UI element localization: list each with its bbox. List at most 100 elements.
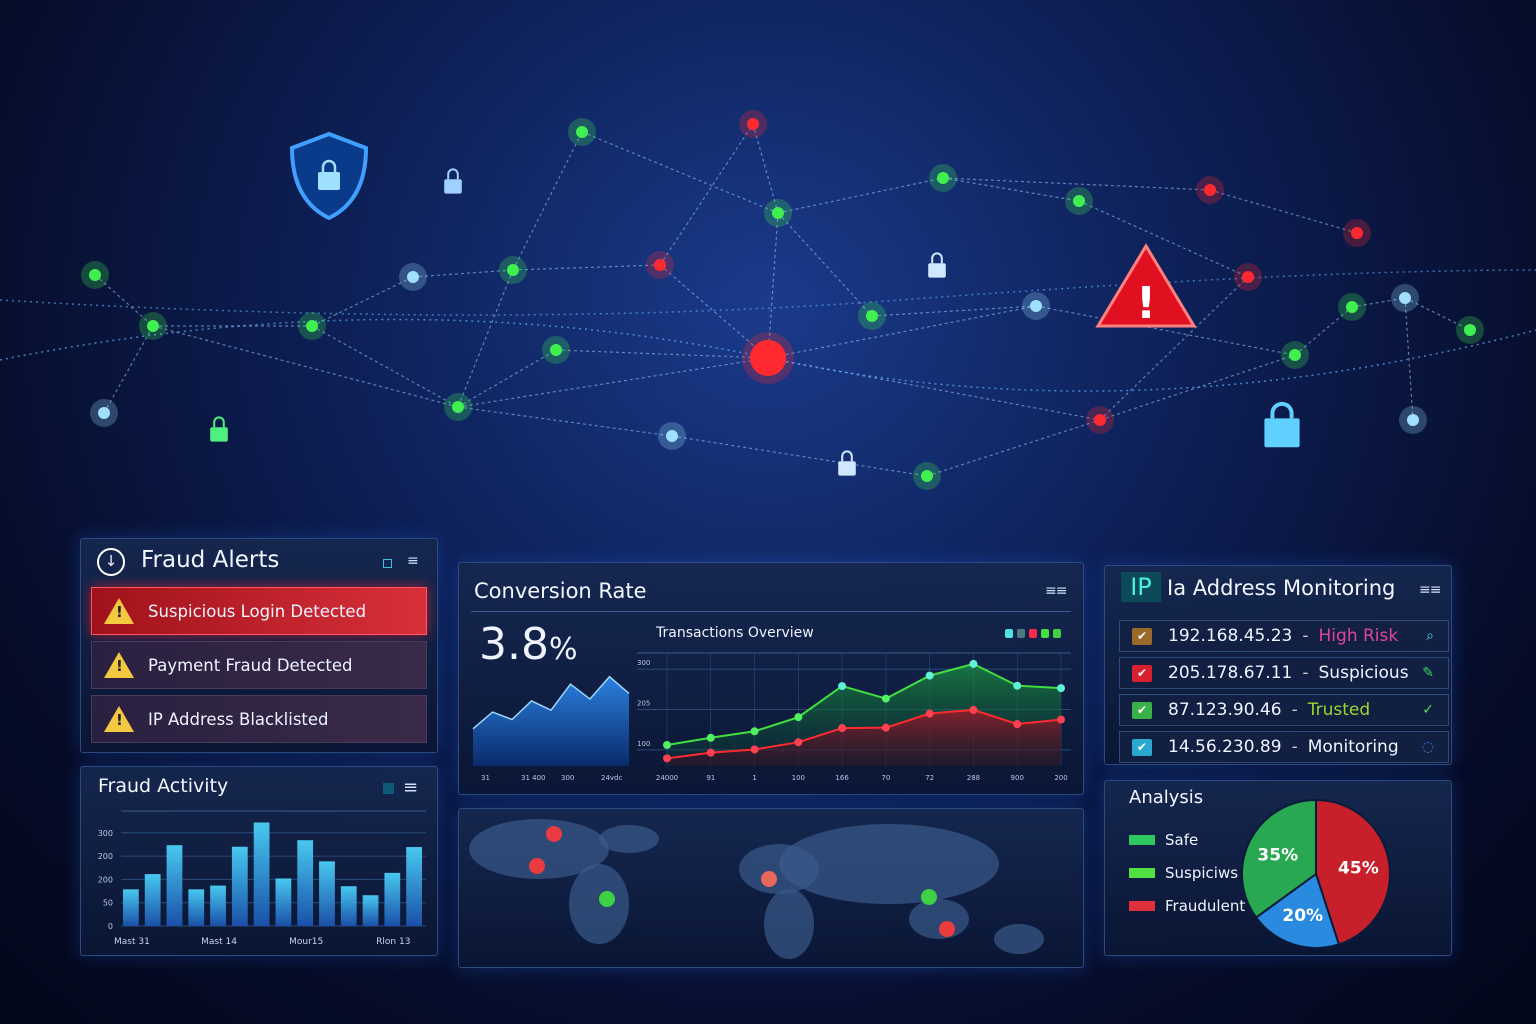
- pie-label: 45%: [1338, 858, 1379, 878]
- network-node: [306, 320, 318, 332]
- bar: [340, 886, 357, 926]
- world-map-panel: [458, 808, 1084, 968]
- network-node: [89, 269, 101, 281]
- network-node: [1351, 227, 1363, 239]
- lock-shackle: [841, 450, 853, 462]
- warning-icon: !: [104, 652, 134, 678]
- data-point: [663, 741, 671, 750]
- fraud-alerts-title: Fraud Alerts: [141, 547, 280, 573]
- ip-row[interactable]: ✔ 205.178.67.11- Suspicious ✎: [1119, 657, 1449, 689]
- x-tick-label: Mast 14: [201, 937, 237, 947]
- analysis-title: Analysis: [1129, 787, 1204, 808]
- bar: [123, 889, 139, 926]
- pencil-icon[interactable]: ✎: [1422, 665, 1434, 681]
- area-line: [472, 675, 630, 730]
- pie-slice: [1254, 872, 1341, 949]
- bar: [297, 840, 314, 926]
- analysis-pie-chart: 45% 20% 35%: [1241, 798, 1391, 949]
- data-point: [663, 754, 671, 763]
- pie-slice: [1241, 798, 1317, 919]
- network-node: [1073, 195, 1085, 207]
- fraud-activity-panel: Fraud Activity ≡ 0 50 200 200 300 Mast 31 Mast…: [80, 766, 438, 956]
- legend-item: Safe: [1129, 831, 1198, 849]
- ip-status: Trusted: [1307, 700, 1371, 720]
- chat-icon[interactable]: ◌: [1421, 739, 1434, 755]
- alert-circle-icon: ↓: [97, 548, 125, 576]
- lock-shackle: [321, 159, 337, 172]
- check-icon[interactable]: ✓: [1422, 702, 1434, 718]
- network-node: [550, 344, 562, 356]
- series-line: [666, 662, 1062, 747]
- menu-icon[interactable]: ≡≡: [1419, 582, 1441, 598]
- alert-item[interactable]: ! IP Address Blacklisted: [91, 695, 427, 743]
- legend-label: Fraudulent: [1165, 897, 1246, 915]
- area-fill: [473, 676, 629, 766]
- ip-status: High Risk: [1318, 626, 1399, 646]
- network-link: [457, 349, 557, 408]
- network-illustration: !: [0, 110, 1536, 490]
- expand-icon[interactable]: [383, 559, 392, 568]
- ip-monitoring-title: Ia Address Monitoring: [1167, 576, 1396, 600]
- transactions-overview-title: Transactions Overview: [656, 625, 814, 641]
- x-tick-label: 200: [1054, 774, 1067, 782]
- legend-swatch: [1041, 629, 1049, 638]
- x-tick-label: 166: [835, 774, 849, 782]
- network-link: [412, 269, 514, 278]
- bar: [384, 872, 401, 926]
- network-link: [103, 325, 154, 414]
- bar: [166, 845, 183, 926]
- network-node: [1242, 271, 1254, 283]
- alert-label: IP Address Blacklisted: [148, 709, 329, 729]
- network-link: [1294, 306, 1353, 356]
- continent: [469, 819, 609, 879]
- status-check-icon: ✔: [1132, 627, 1152, 645]
- bar: [362, 895, 379, 926]
- data-point: [794, 713, 803, 722]
- network-node: [1030, 300, 1042, 312]
- alert-item[interactable]: ! Suspicious Login Detected: [91, 587, 427, 635]
- warning-exclamation: !: [1136, 278, 1156, 329]
- continent: [569, 864, 629, 944]
- menu-icon[interactable]: ≡: [403, 777, 418, 798]
- network-link: [1078, 200, 1249, 278]
- conversion-charts: 31 31 400 300 24vdc 100 205 300 24000 91 1 100 166 7…: [472, 629, 1071, 782]
- ip-row[interactable]: ✔ 192.168.45.23- High Risk ⌕: [1119, 620, 1449, 652]
- x-tick-label: 91: [706, 774, 715, 782]
- menu-icon[interactable]: ≡≡: [1045, 583, 1067, 599]
- series-area: [667, 709, 1061, 766]
- alert-label: Suspicious Login Detected: [148, 601, 367, 621]
- ip-address: 192.168.45.23: [1168, 626, 1293, 646]
- lock-icon: [1264, 418, 1300, 448]
- rate-number: 3.8: [479, 619, 549, 670]
- separator: -: [1302, 663, 1309, 683]
- location-marker: [761, 871, 777, 887]
- ip-row[interactable]: ✔ 14.56.230.89- Monitoring ◌: [1119, 731, 1449, 763]
- alert-item[interactable]: ! Payment Fraud Detected: [91, 641, 427, 689]
- ip-address: 14.56.230.89: [1168, 737, 1282, 757]
- warning-icon: !: [104, 598, 134, 624]
- network-link: [767, 357, 1101, 421]
- network-node: [1464, 324, 1476, 336]
- ip-address: 87.123.90.46: [1168, 700, 1282, 720]
- location-marker: [529, 858, 545, 874]
- ip-monitoring-panel: IP Ia Address Monitoring ≡≡ ✔ 192.168.45.…: [1104, 565, 1452, 765]
- network-node: [1407, 414, 1419, 426]
- network-link: [1099, 276, 1249, 421]
- bar: [406, 847, 422, 926]
- location-marker: [939, 921, 955, 937]
- x-tick-label: 900: [1011, 774, 1024, 782]
- status-check-icon: ✔: [1132, 701, 1152, 719]
- ip-row[interactable]: ✔ 87.123.90.46- Trusted ✓: [1119, 694, 1449, 726]
- lock-icon: [928, 263, 946, 278]
- legend-swatch: [1129, 835, 1155, 845]
- search-icon[interactable]: ⌕: [1426, 628, 1434, 644]
- x-tick-label: 1: [752, 774, 756, 782]
- fraud-alerts-panel: ↓ Fraud Alerts ≡ ! Suspicious Login Detec…: [80, 538, 438, 753]
- network-link: [1404, 297, 1414, 421]
- lock-shackle: [447, 168, 459, 180]
- menu-icon[interactable]: ≡: [407, 553, 419, 569]
- continent: [909, 899, 969, 939]
- separator: -: [1291, 737, 1298, 757]
- network-link: [457, 269, 514, 408]
- pie-slice: [1315, 798, 1391, 946]
